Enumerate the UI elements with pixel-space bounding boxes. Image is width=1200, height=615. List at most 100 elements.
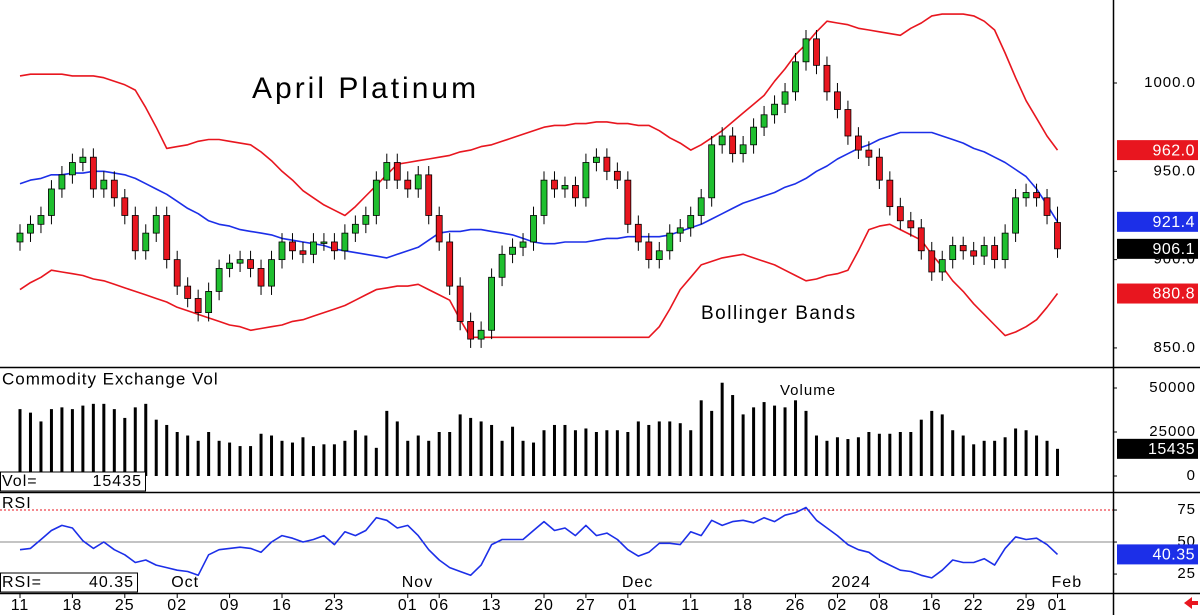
volume-bar bbox=[70, 409, 74, 476]
candle-body bbox=[865, 149, 873, 158]
candle-body bbox=[58, 174, 66, 190]
candle-body bbox=[676, 227, 684, 234]
candle-body bbox=[708, 144, 716, 199]
candle-body bbox=[131, 215, 139, 252]
candle-body bbox=[456, 285, 464, 322]
volume-bar bbox=[112, 409, 116, 476]
candle-body bbox=[875, 156, 883, 181]
candle-body bbox=[540, 179, 548, 216]
candle-body bbox=[886, 179, 894, 208]
y-tick-label: 25 bbox=[1177, 565, 1196, 582]
candle-body bbox=[603, 156, 611, 172]
candle-body bbox=[372, 179, 380, 216]
price-tag bbox=[1117, 544, 1198, 565]
y-tick-label: 0 bbox=[1187, 467, 1196, 484]
volume-bar bbox=[762, 402, 766, 476]
candle-body bbox=[613, 170, 621, 181]
candle-body bbox=[697, 197, 705, 216]
y-tick-label: 1000.0 bbox=[1144, 74, 1196, 91]
candle-body bbox=[257, 268, 265, 287]
month-label: Oct bbox=[171, 574, 199, 591]
candle-body bbox=[949, 245, 957, 261]
candle-body bbox=[383, 162, 391, 181]
volume-bar bbox=[804, 410, 808, 476]
volume-bar bbox=[710, 410, 714, 476]
volume-title: Commodity Exchange Vol bbox=[2, 369, 219, 388]
x-tick-label: 01 bbox=[618, 597, 638, 614]
volume-bar bbox=[1035, 435, 1039, 476]
volume-bar bbox=[500, 440, 504, 476]
candle-body bbox=[739, 144, 747, 155]
volume-bar bbox=[416, 435, 420, 476]
price-tag-label: 15435 bbox=[1148, 441, 1195, 458]
volume-bar bbox=[301, 437, 305, 476]
candle-body bbox=[121, 197, 129, 216]
annotation: Bollinger Bands bbox=[701, 303, 857, 324]
volume-bar bbox=[18, 409, 22, 476]
volume-bar bbox=[626, 432, 630, 476]
candle-body bbox=[970, 250, 978, 257]
candle-body bbox=[278, 241, 286, 261]
candle-body bbox=[834, 91, 841, 110]
candle-body bbox=[310, 241, 317, 255]
volume-bar bbox=[919, 419, 923, 476]
price-tag bbox=[1117, 438, 1198, 459]
candle-body bbox=[215, 268, 223, 292]
volume-bar bbox=[794, 400, 798, 476]
volume-bar bbox=[552, 424, 556, 476]
volume-bar bbox=[469, 417, 473, 476]
candle-body bbox=[792, 61, 799, 93]
candle-body bbox=[362, 215, 370, 225]
volume-bar bbox=[584, 428, 588, 476]
candle-body bbox=[184, 285, 192, 299]
x-tick-label: 16 bbox=[922, 597, 942, 614]
candle-body bbox=[530, 215, 537, 243]
candle-body bbox=[980, 245, 988, 257]
candle-body bbox=[771, 103, 778, 116]
volume-bar bbox=[458, 414, 462, 476]
x-tick-label: 08 bbox=[869, 597, 889, 614]
candle-body bbox=[687, 215, 695, 229]
upper-band bbox=[19, 13, 1059, 217]
candle-body bbox=[341, 232, 349, 252]
volume-bar bbox=[353, 430, 357, 476]
x-tick-label: 27 bbox=[576, 597, 596, 614]
price-tag-label: 962.0 bbox=[1152, 142, 1195, 159]
candle-body bbox=[593, 156, 600, 163]
candle-body bbox=[330, 241, 338, 252]
candle-body bbox=[268, 259, 275, 287]
candle-body bbox=[247, 259, 254, 269]
volume-bar bbox=[521, 440, 525, 476]
scroll-arrow[interactable] bbox=[1184, 597, 1198, 609]
candle-body bbox=[1054, 222, 1061, 250]
volume-bar bbox=[783, 407, 787, 476]
volume-bar bbox=[280, 440, 284, 476]
candle-body bbox=[634, 223, 642, 243]
x-tick-label: 29 bbox=[1016, 597, 1036, 614]
x-tick-label: 02 bbox=[167, 597, 187, 614]
volume-bar bbox=[165, 424, 169, 476]
month-label: Dec bbox=[622, 574, 653, 591]
y-tick-label: 75 bbox=[1177, 501, 1196, 518]
y-tick-label: 850.0 bbox=[1153, 339, 1196, 356]
price-tag-label: 40.35 bbox=[1152, 547, 1195, 564]
volume-bar bbox=[951, 430, 955, 476]
candle-body bbox=[729, 135, 737, 155]
candle-body bbox=[561, 185, 569, 190]
volume-bar bbox=[961, 435, 965, 476]
candle-body bbox=[844, 109, 852, 137]
volume-bar bbox=[175, 432, 179, 476]
candle-body bbox=[519, 241, 527, 248]
candle-body bbox=[110, 179, 118, 199]
volume-bar bbox=[186, 435, 190, 476]
candle-body bbox=[320, 241, 328, 244]
y-tick-label: 950.0 bbox=[1153, 162, 1196, 179]
volume-bar bbox=[752, 407, 756, 476]
x-tick-label: 02 bbox=[828, 597, 848, 614]
candle-body bbox=[781, 91, 789, 105]
volume-bar bbox=[573, 430, 577, 476]
volume-bar bbox=[888, 433, 892, 476]
volume-bar bbox=[102, 403, 106, 476]
price-tag-label: 906.1 bbox=[1152, 241, 1195, 258]
